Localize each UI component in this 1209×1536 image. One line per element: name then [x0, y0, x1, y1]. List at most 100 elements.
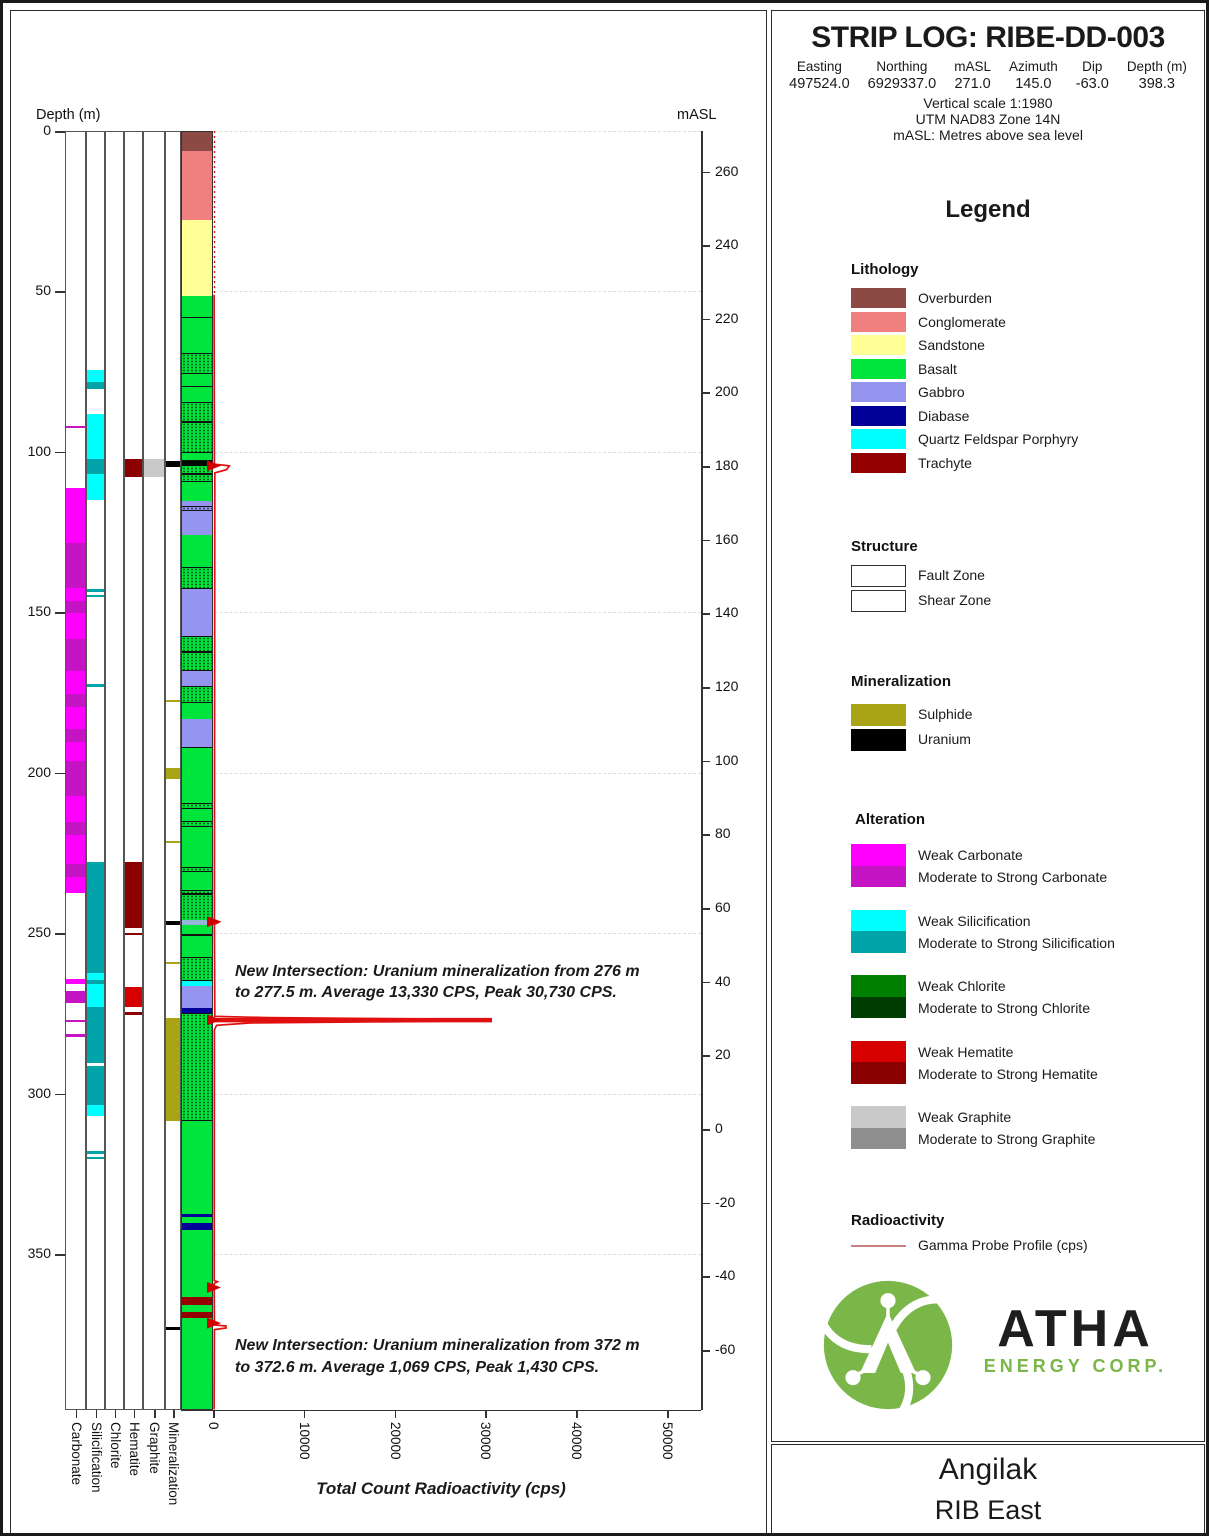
masl-tick: [701, 1202, 710, 1205]
column-axis-tick: [133, 1409, 135, 1418]
lithology-legend-item-label: Overburden: [918, 290, 992, 306]
depth-tick-label: 50: [35, 282, 51, 299]
masl-tick-label: 260: [715, 162, 739, 179]
alteration-interval: [87, 1006, 104, 1063]
lithology-interval-basalt: [182, 422, 212, 453]
column-hematite: [124, 131, 143, 1410]
depth-tick-label: 250: [27, 924, 51, 941]
depth-tick: [55, 451, 65, 454]
radioactivity-tick: [303, 1409, 306, 1418]
alteration-interval: [66, 600, 85, 614]
alteration-strong-swatch: [851, 1062, 906, 1084]
lithology-interval-overburden: [182, 132, 212, 152]
lithology-legend-item-swatch: [851, 429, 906, 449]
alteration-interval: [66, 425, 85, 429]
lithology-legend-item-label: Quartz Feldspar Porphyry: [918, 431, 1079, 447]
lithology-interval-basalt: [182, 1013, 212, 1121]
lithology-legend-item-label: Sandstone: [918, 337, 985, 353]
column-axis-tick: [95, 1409, 97, 1418]
depth-tick: [55, 291, 65, 293]
alteration-interval: [87, 382, 104, 389]
structure-legend-item-swatch: [851, 565, 906, 587]
shear-zone-pattern: [182, 635, 212, 652]
lithology-legend-item: Basalt: [851, 358, 1201, 383]
alteration-interval: [66, 990, 85, 1004]
mineralization-legend-item: Sulphide: [851, 704, 1201, 728]
lithology-contact-line: [182, 746, 212, 749]
lithology-legend-items: Overburden Conglomerate Sandstone Basalt Gab…: [851, 288, 1201, 483]
alteration-interval: [166, 1017, 180, 1121]
structure-legend-item-label: Fault Zone: [918, 567, 985, 583]
note-vertical-scale: Vertical scale 1:1980: [923, 95, 1053, 111]
lithology-legend-item-swatch: [851, 311, 906, 332]
lithology-interval-basalt: [182, 746, 212, 803]
alteration-weak-label: Weak Silicification: [918, 912, 1031, 929]
masl-tick: [701, 834, 710, 836]
header-field-value: 6929337.0: [867, 76, 937, 92]
gamma-line-swatch: [851, 1245, 906, 1247]
lithology-legend-item: Sandstone: [851, 335, 1201, 359]
depth-gridline: [65, 131, 701, 132]
depth-axis-title: Depth (m): [36, 107, 101, 123]
alteration-strong-swatch: [851, 1127, 906, 1149]
annotation-line: to 372.6 m. Average 1,069 CPS, Peak 1,43…: [235, 1358, 600, 1376]
lithology-interval-diabase: [182, 1223, 212, 1230]
masl-tick: [701, 613, 710, 615]
masl-tick: [701, 1055, 710, 1057]
masl-tick-label: 120: [715, 678, 739, 695]
lithology-legend-item-swatch: [851, 288, 906, 308]
lithology-interval-basalt: [182, 652, 212, 672]
lithology-interval-gabbro: [182, 671, 212, 686]
alteration-interval: [125, 1011, 142, 1015]
lithology-legend-item-swatch: [851, 452, 906, 473]
alteration-strong-label: Moderate to Strong Hematite: [918, 1065, 1098, 1082]
alteration-weak-swatch: [851, 975, 906, 997]
alteration-strong-swatch: [851, 996, 906, 1018]
masl-tick: [701, 981, 710, 984]
alteration-interval: [87, 1151, 104, 1154]
alteration-weak-swatch: [851, 1106, 906, 1128]
alteration-interval: [87, 972, 104, 981]
depth-tick: [55, 1093, 65, 1096]
lithology-interval-basalt: [182, 452, 212, 461]
masl-tick-label: 240: [715, 236, 739, 253]
depth-tick: [55, 933, 65, 935]
radioactivity-section-title: Radioactivity: [851, 1212, 945, 1229]
depth-tick-label: 0: [43, 122, 51, 138]
header-field-value: 398.3: [1138, 76, 1175, 92]
alteration-interval: [166, 840, 180, 844]
lithology-interval-gabbro: [182, 719, 212, 747]
lithology-interval-sandstone: [182, 220, 212, 296]
depth-tick: [55, 1254, 65, 1256]
alteration-interval: [66, 979, 85, 985]
hole-header-table: Easting 497524.0 Northing 6929337.0 mASL 271.…: [778, 59, 1198, 92]
atha-logo-emblem: [818, 1280, 958, 1415]
depth-tick-label: 100: [27, 442, 51, 459]
masl-axis-line: [701, 131, 703, 1410]
masl-tick: [701, 466, 710, 468]
column-axis-tick: [173, 1409, 175, 1418]
alteration-interval: [87, 1066, 104, 1105]
masl-tick-label: -20: [715, 1193, 736, 1210]
alteration-interval: [66, 822, 85, 835]
lithology-overlay: [182, 920, 212, 925]
alteration-legend-item: Weak Silicification Moderate to Strong Si…: [851, 909, 1201, 956]
masl-tick-label: 20: [715, 1046, 731, 1063]
column-axis-tick: [114, 1409, 116, 1418]
mineralization-legend-item-label: Sulphide: [918, 706, 973, 722]
masl-tick: [701, 687, 710, 689]
alteration-interval: [66, 761, 85, 797]
alteration-interval: [125, 862, 142, 929]
lithology-interval-basalt: [182, 924, 212, 957]
column-label-hematite: Hematite: [126, 1422, 142, 1477]
lithology-legend-item: Conglomerate: [851, 311, 1201, 336]
shear-zone-pattern: [182, 566, 212, 590]
masl-tick: [701, 171, 710, 173]
shear-zone-pattern: [182, 422, 212, 453]
alteration-weak-swatch: [851, 1040, 906, 1062]
alteration-interval: [166, 1326, 180, 1330]
radioactivity-tick: [667, 1409, 669, 1418]
alteration-interval: [87, 473, 104, 500]
masl-tick: [701, 1276, 710, 1278]
alteration-interval: [66, 876, 85, 893]
